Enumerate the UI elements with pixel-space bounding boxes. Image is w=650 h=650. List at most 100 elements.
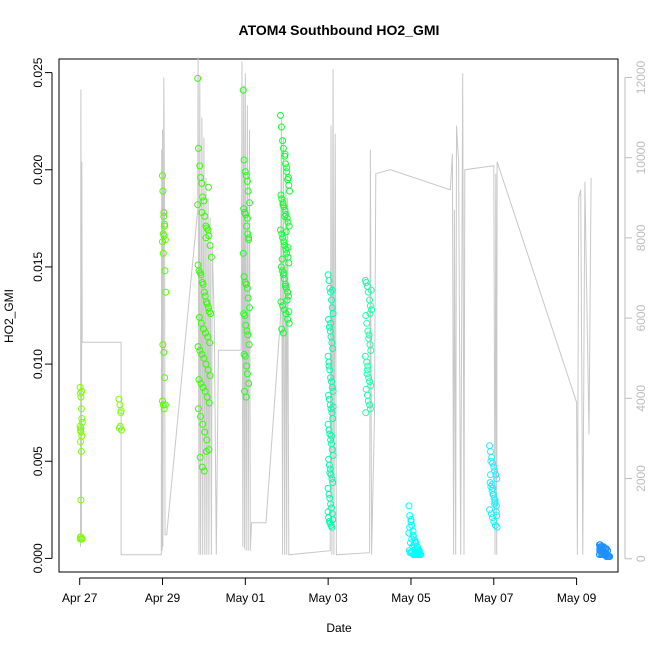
data-point [77, 496, 85, 504]
data-point [490, 518, 498, 525]
data-point [284, 174, 292, 181]
data-point [161, 374, 169, 382]
x-tick-label: May 01 [226, 591, 266, 605]
data-point [328, 475, 336, 483]
data-point [199, 280, 207, 288]
data-point [363, 319, 371, 327]
data-point [281, 212, 289, 220]
data-point [487, 457, 495, 465]
data-point [195, 144, 202, 152]
data-point [195, 313, 203, 321]
data-point [411, 539, 419, 547]
data-point [243, 177, 251, 185]
data-point [199, 420, 207, 428]
y-tick-label: 0.000 [31, 543, 45, 573]
data-point [326, 469, 334, 477]
data-point [197, 319, 205, 327]
right-axis-tick-label: 4000 [634, 385, 648, 412]
data-point [161, 401, 169, 409]
data-point [363, 358, 371, 366]
data-point [159, 187, 167, 195]
data-point [198, 350, 206, 358]
data-point [200, 325, 207, 333]
data-point [281, 150, 289, 158]
data-point [200, 288, 208, 296]
data-point [366, 378, 374, 386]
data-point [325, 362, 333, 370]
data-point [327, 471, 335, 479]
data-point [283, 296, 291, 304]
data-point [202, 234, 210, 242]
data-point [361, 352, 369, 360]
data-point [240, 205, 248, 213]
data-point [78, 535, 86, 543]
y-tick-label: 0.020 [31, 154, 45, 184]
data-point [160, 405, 168, 413]
data-point [246, 304, 253, 312]
data-point [327, 288, 335, 296]
data-point [199, 383, 207, 391]
data-point [198, 179, 206, 187]
data-point [206, 339, 214, 347]
right-axis-tick-label: 0 [634, 555, 648, 562]
data-point [325, 358, 333, 366]
data-point [367, 347, 375, 354]
data-point [325, 490, 333, 498]
data-point [327, 319, 335, 327]
data-point [365, 331, 373, 339]
data-point [196, 162, 204, 170]
data-point [194, 343, 202, 351]
data-point [77, 438, 84, 446]
data-point [202, 329, 210, 337]
data-point [202, 448, 210, 455]
data-point [239, 249, 247, 257]
data-point [243, 362, 251, 370]
data-point [489, 484, 497, 492]
data-point [327, 374, 335, 382]
data-point [244, 331, 252, 339]
data-point [328, 286, 336, 294]
data-point [207, 253, 215, 261]
x-tick-label: Apr 27 [62, 591, 98, 605]
right-axis-tick-label: 6000 [634, 304, 648, 331]
data-point [491, 521, 499, 529]
data-point [244, 187, 252, 195]
data-point [282, 245, 290, 253]
data-point [328, 432, 335, 440]
data-point [367, 382, 375, 389]
data-point [493, 475, 501, 483]
data-point [364, 397, 372, 405]
data-point [203, 300, 211, 308]
data-point [201, 428, 209, 436]
data-point [406, 523, 414, 531]
data-point [280, 238, 288, 246]
data-point [490, 463, 498, 471]
data-point [280, 269, 288, 277]
data-point [362, 385, 370, 393]
data-point [325, 426, 333, 434]
data-point [243, 222, 251, 230]
data-point [365, 374, 373, 382]
data-point [493, 523, 501, 531]
data-point [364, 282, 371, 290]
data-point [328, 296, 335, 304]
data-point [198, 463, 206, 471]
data-point [406, 512, 414, 520]
data-point [405, 502, 413, 510]
data-point [597, 543, 605, 551]
data-point [198, 209, 206, 216]
data-point [491, 467, 499, 475]
data-point [491, 496, 499, 504]
data-point [203, 436, 211, 444]
data-point [159, 341, 167, 349]
data-point [282, 228, 290, 236]
data-point [243, 327, 251, 335]
data-point [277, 191, 285, 199]
data-point [242, 393, 250, 401]
data-point [240, 156, 248, 164]
data-point [245, 236, 253, 244]
data-point [161, 267, 169, 275]
data-point [205, 308, 213, 316]
data-point [205, 183, 212, 191]
data-point [329, 415, 337, 422]
